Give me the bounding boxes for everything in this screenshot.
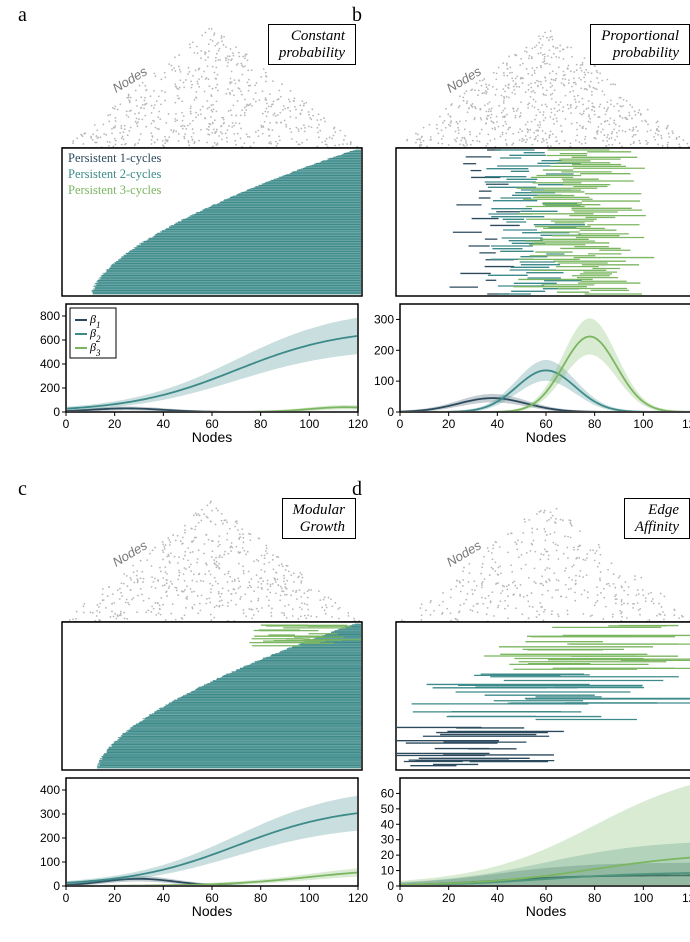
panel-svg-b: Nodes0204060801001200100200300Nodes bbox=[362, 26, 690, 452]
svg-text:0: 0 bbox=[387, 879, 394, 893]
svg-text:100: 100 bbox=[633, 891, 653, 905]
svg-text:80: 80 bbox=[588, 891, 602, 905]
svg-text:120: 120 bbox=[682, 417, 690, 431]
panel-title-d: EdgeAffinity bbox=[624, 498, 690, 539]
panel-title-b: Proportionalprobability bbox=[590, 24, 690, 65]
svg-text:Persistent 1-cycles: Persistent 1-cycles bbox=[68, 151, 162, 165]
panel-svg-c: Nodes0204060801001200100200300400Nodes bbox=[28, 500, 368, 926]
svg-text:0: 0 bbox=[387, 405, 394, 419]
svg-text:100: 100 bbox=[40, 855, 60, 869]
svg-text:Nodes: Nodes bbox=[110, 537, 150, 569]
svg-text:80: 80 bbox=[588, 417, 602, 431]
svg-text:20: 20 bbox=[108, 417, 122, 431]
svg-text:300: 300 bbox=[40, 807, 60, 821]
svg-text:200: 200 bbox=[374, 343, 394, 357]
panel-svg-d: Nodes0204060801001200102030405060Nodes bbox=[362, 500, 690, 926]
svg-text:10: 10 bbox=[381, 864, 395, 878]
svg-text:100: 100 bbox=[299, 417, 319, 431]
panel-b: bProportionalprobabilityNodes02040608010… bbox=[362, 26, 690, 452]
svg-text:20: 20 bbox=[108, 891, 122, 905]
svg-text:50: 50 bbox=[381, 802, 395, 816]
figure-root: a Constantprobability Nodes Persistent 1-cy… bbox=[0, 0, 690, 942]
svg-text:100: 100 bbox=[374, 374, 394, 388]
svg-text:300: 300 bbox=[374, 312, 394, 326]
svg-text:40: 40 bbox=[157, 417, 171, 431]
svg-text:0: 0 bbox=[397, 891, 404, 905]
svg-text:20: 20 bbox=[442, 891, 456, 905]
svg-text:40: 40 bbox=[491, 891, 505, 905]
svg-text:80: 80 bbox=[254, 891, 268, 905]
svg-text:0: 0 bbox=[53, 879, 60, 893]
svg-text:40: 40 bbox=[381, 817, 395, 831]
panel-label-c: c bbox=[18, 478, 27, 501]
svg-text:Nodes: Nodes bbox=[110, 63, 150, 95]
svg-text:600: 600 bbox=[40, 333, 60, 347]
svg-text:40: 40 bbox=[157, 891, 171, 905]
panel-title-c: ModularGrowth bbox=[282, 498, 357, 539]
svg-text:20: 20 bbox=[442, 417, 456, 431]
svg-text:800: 800 bbox=[40, 309, 60, 323]
svg-text:200: 200 bbox=[40, 831, 60, 845]
panel-c: cModularGrowthNodes020406080100120010020… bbox=[28, 500, 356, 926]
svg-text:Nodes: Nodes bbox=[192, 429, 232, 445]
panel-title-a: Constantprobability bbox=[268, 24, 356, 65]
svg-text:40: 40 bbox=[491, 417, 505, 431]
svg-text:Nodes: Nodes bbox=[526, 429, 566, 445]
svg-text:400: 400 bbox=[40, 783, 60, 797]
svg-text:0: 0 bbox=[63, 417, 70, 431]
svg-text:0: 0 bbox=[63, 891, 70, 905]
svg-text:100: 100 bbox=[299, 891, 319, 905]
panel-svg-a: Nodes Persistent 1-cycles Persistent 2-cyc… bbox=[28, 26, 368, 452]
panel-d: dEdgeAffinityNodes0204060801001200102030… bbox=[362, 500, 690, 926]
svg-text:0: 0 bbox=[53, 405, 60, 419]
svg-text:Nodes: Nodes bbox=[526, 903, 566, 919]
svg-text:Nodes: Nodes bbox=[192, 903, 232, 919]
svg-text:Persistent 2-cycles: Persistent 2-cycles bbox=[68, 167, 162, 181]
svg-text:400: 400 bbox=[40, 357, 60, 371]
svg-text:60: 60 bbox=[381, 786, 395, 800]
svg-text:Persistent 3-cycles: Persistent 3-cycles bbox=[68, 183, 162, 197]
svg-text:120: 120 bbox=[682, 891, 690, 905]
panel-a: aConstantprobabilityNodesPersistent 1-cy… bbox=[28, 26, 356, 452]
panel-label-a: a bbox=[18, 4, 27, 27]
svg-text:Nodes: Nodes bbox=[444, 537, 484, 569]
svg-text:100: 100 bbox=[633, 417, 653, 431]
svg-text:0: 0 bbox=[397, 417, 404, 431]
svg-text:80: 80 bbox=[254, 417, 268, 431]
svg-text:200: 200 bbox=[40, 381, 60, 395]
svg-text:20: 20 bbox=[381, 848, 395, 862]
svg-text:30: 30 bbox=[381, 833, 395, 847]
